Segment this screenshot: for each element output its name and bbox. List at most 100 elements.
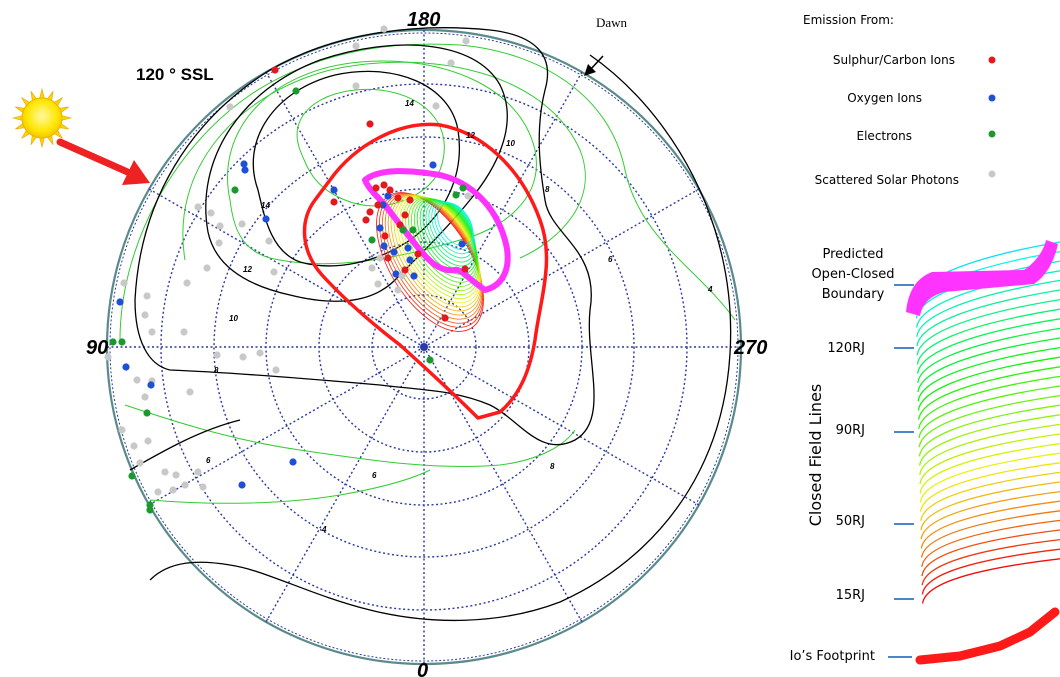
emission-dot — [401, 266, 409, 274]
legend-item-label: Oxygen Ions — [847, 91, 922, 105]
field-line-band — [422, 199, 476, 267]
emission-dot — [148, 328, 156, 336]
arrow-down-left-icon — [584, 55, 604, 76]
emission-dot — [128, 472, 136, 480]
legend-swatch-photons — [988, 170, 996, 178]
field-line-band — [393, 195, 481, 308]
axis-label-right: 270 — [733, 337, 767, 359]
contour-label: 8 — [214, 366, 219, 375]
emission-dot — [406, 256, 414, 264]
key-field-line-arc — [920, 510, 1060, 558]
contour-black-4 — [149, 54, 732, 622]
emission-dot — [432, 102, 440, 110]
emission-dot — [461, 265, 469, 273]
open-closed-boundary — [362, 168, 511, 293]
emission-dot — [381, 232, 389, 240]
contour-label: 6 — [372, 471, 377, 480]
emission-dot — [289, 458, 297, 466]
axis-label-bottom: 0 — [417, 660, 428, 677]
key-field-line-arc — [921, 538, 1060, 586]
key-tick-label: 50RJ — [836, 514, 865, 529]
contour-label: 14 — [405, 99, 414, 108]
emission-dot — [130, 442, 138, 450]
ssl-label: 120 ° SSL — [136, 65, 214, 84]
emission-dot — [406, 196, 414, 204]
key-field-line-arc — [921, 519, 1060, 567]
key-field-line-arc — [917, 327, 1060, 383]
green-contours — [119, 43, 736, 504]
grid-spoke — [148, 346, 425, 506]
key-field-line-arc — [916, 318, 1060, 374]
emission-dot — [390, 248, 398, 256]
emission-dot — [109, 338, 117, 346]
emission-dot — [180, 328, 188, 336]
emission-dot — [447, 59, 455, 67]
emission-dot — [352, 42, 360, 50]
field-line-band — [405, 197, 479, 291]
emission-dot — [194, 203, 202, 211]
field-line-band — [416, 198, 477, 275]
key-field-line-arc — [919, 452, 1060, 503]
emission-dot — [330, 186, 338, 194]
emission-dot — [141, 393, 149, 401]
key-field-line-arc — [921, 529, 1060, 577]
emission-dot — [380, 242, 388, 250]
emission-dot — [394, 194, 402, 202]
key-field-line-arc — [919, 433, 1060, 485]
emission-dot — [366, 120, 374, 128]
key-boundary-label: Predicted — [822, 247, 883, 262]
emission-dot — [181, 481, 189, 489]
contour-green-10 — [227, 60, 537, 265]
key-field-line-arc — [921, 558, 1060, 604]
grid-spoke — [265, 71, 425, 348]
grid-spoke — [148, 188, 425, 348]
sun-disc — [21, 97, 63, 139]
plot-outer-ring-inner — [109, 32, 739, 662]
emission-dot — [452, 191, 460, 199]
contour-label: 8 — [550, 462, 555, 471]
emission-dot — [120, 279, 128, 287]
key-field-line-arc — [917, 346, 1060, 402]
grid-spoke — [423, 346, 700, 506]
emission-dot — [141, 311, 149, 319]
grid-spoke — [423, 188, 700, 348]
emission-dot — [429, 161, 437, 169]
key-field-line-arc — [916, 279, 1060, 337]
key-field-line-arc — [919, 423, 1060, 475]
emission-dot — [226, 103, 234, 111]
legend-swatch-oxygen — [988, 94, 996, 102]
emission-dot — [169, 486, 177, 494]
legend-item-label: Sulphur/Carbon Ions — [833, 53, 955, 67]
emission-dot — [146, 506, 154, 514]
contour-green-10b — [182, 61, 586, 261]
emission-dot — [122, 363, 130, 371]
emission-dot — [441, 314, 449, 322]
key-boundary-label: Open-Closed — [811, 267, 894, 282]
contour-green-6c — [149, 469, 431, 504]
key-tick-label: 90RJ — [836, 423, 865, 438]
polar-plot: 14 14 12 12 10 10 8 8 8 6 6 6 4 4 180 0 … — [86, 9, 767, 677]
emission-dot — [386, 186, 394, 194]
field-line-band — [428, 200, 475, 259]
key-field-line-arc — [920, 500, 1060, 549]
emission-dot — [143, 409, 151, 417]
emission-dot — [384, 192, 392, 200]
emission-dot — [374, 201, 382, 209]
key-field-line-arc — [916, 308, 1060, 365]
key-field-line-arc — [918, 404, 1060, 457]
legend-swatch-sulphur — [988, 56, 996, 64]
contour-black-12 — [205, 44, 508, 302]
emission-dot — [352, 82, 360, 90]
key-field-line-arc — [917, 366, 1060, 420]
emission-dot — [133, 376, 141, 384]
emission-dot — [398, 272, 406, 280]
emission-dot — [144, 437, 152, 445]
arrow-right-down-icon — [56, 138, 150, 185]
dawn-label: Dawn — [596, 15, 628, 30]
contour-green-6b — [124, 404, 576, 468]
key-field-line-arc — [919, 462, 1060, 512]
contour-label: 12 — [466, 131, 475, 140]
emission-dot — [241, 166, 249, 174]
key-field-line-arc — [921, 548, 1060, 595]
